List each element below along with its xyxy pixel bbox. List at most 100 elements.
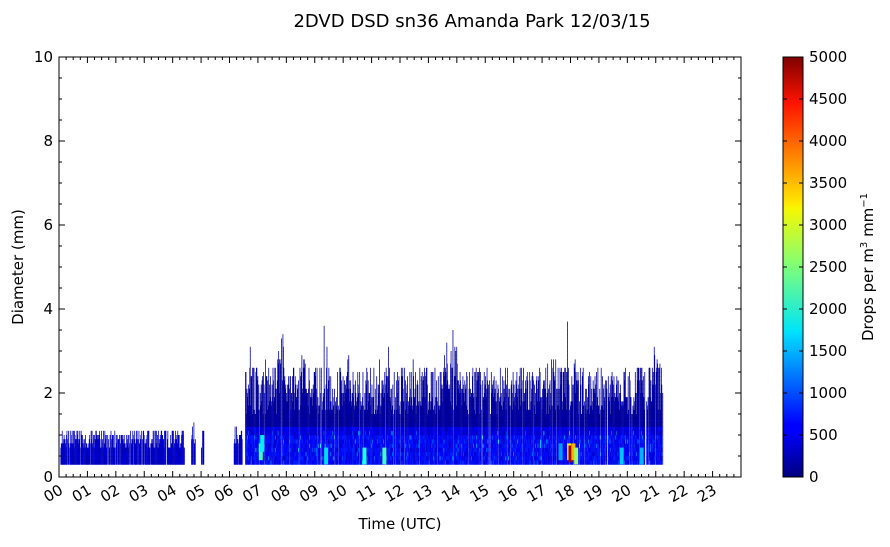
heatmap-cell <box>316 460 318 465</box>
heatmap-cell <box>237 447 239 453</box>
heatmap-cell <box>251 422 253 427</box>
heatmap-cell <box>245 376 246 381</box>
heatmap-cell <box>288 435 290 440</box>
heatmap-cell <box>272 414 274 419</box>
heatmap-cell <box>259 405 261 411</box>
heatmap-cell <box>87 456 89 461</box>
heatmap-cell <box>291 435 292 440</box>
heatmap-cell <box>264 426 265 432</box>
heatmap-cell <box>252 388 253 394</box>
heatmap-cell <box>258 418 260 423</box>
heatmap-cell <box>255 451 257 457</box>
heatmap-cell <box>101 451 102 457</box>
heatmap-cell <box>153 435 155 440</box>
heatmap-cell <box>70 456 72 461</box>
heatmap-cell <box>270 447 271 453</box>
heatmap-cell <box>66 435 67 440</box>
heatmap-cell <box>235 451 237 457</box>
heatmap-cell <box>98 460 100 465</box>
heatmap-cell <box>236 435 238 440</box>
heatmap-cell <box>271 418 273 423</box>
heatmap-cell <box>86 456 88 461</box>
heatmap-cell <box>157 460 159 465</box>
heatmap-cell <box>269 435 271 440</box>
heatmap-cell <box>131 456 133 461</box>
heatmap-cell <box>287 439 289 444</box>
heatmap-cell <box>297 405 298 411</box>
heatmap-cell <box>283 409 284 415</box>
heatmap-cell <box>158 443 160 448</box>
heatmap-cell <box>283 447 285 453</box>
heatmap-cell <box>292 380 294 385</box>
heatmap-cell <box>292 460 294 465</box>
heatmap-cell <box>263 414 264 419</box>
heatmap-cell <box>333 418 334 423</box>
heatmap-cell <box>193 451 195 457</box>
heatmap-cell <box>134 439 136 444</box>
heatmap-cell <box>97 439 99 444</box>
heatmap-cell <box>277 439 279 444</box>
heatmap-cell <box>267 443 269 448</box>
heatmap-cell <box>73 456 75 461</box>
heatmap-cell <box>109 460 110 465</box>
heatmap-cell <box>132 447 134 453</box>
heatmap-cell <box>177 456 179 461</box>
heatmap-cell <box>162 435 164 440</box>
heatmap-cell <box>253 426 254 432</box>
heatmap-cell <box>280 384 281 390</box>
heatmap-cell <box>301 384 303 390</box>
heatmap-cell <box>273 426 275 432</box>
heatmap-cell <box>167 447 169 453</box>
heatmap-cell <box>141 456 143 461</box>
heatmap-cell <box>65 456 66 461</box>
heatmap-cell <box>139 451 140 457</box>
heatmap-cell <box>272 418 273 423</box>
heatmap-cell <box>103 447 105 453</box>
heatmap-cell <box>255 456 257 461</box>
heatmap-cell <box>290 435 291 440</box>
heatmap-cell <box>285 418 287 423</box>
heatmap-cell <box>277 363 279 369</box>
heatmap-cell <box>291 435 293 440</box>
heatmap-cell <box>252 401 253 406</box>
heatmap-cell <box>156 443 158 448</box>
heatmap-cell <box>142 456 144 461</box>
heatmap-cell <box>277 430 279 436</box>
heatmap-cell <box>108 443 110 448</box>
heatmap-cell <box>280 367 281 373</box>
heatmap-cell <box>283 405 285 411</box>
heatmap-cell <box>286 443 288 448</box>
heatmap-cell <box>66 460 68 465</box>
heatmap-cell <box>250 447 252 453</box>
heatmap-cell <box>274 372 276 377</box>
heatmap-cell <box>249 380 251 385</box>
heatmap-cell <box>277 380 279 385</box>
heatmap-cell <box>130 439 131 444</box>
heatmap-cell <box>171 460 173 465</box>
heatmap-cell <box>182 451 184 457</box>
heatmap-cell <box>274 367 276 373</box>
heatmap-cell <box>155 443 157 448</box>
heatmap-cell <box>110 447 112 453</box>
heatmap-cell <box>94 460 95 465</box>
heatmap-cell <box>293 439 295 444</box>
heatmap-cell <box>73 456 74 461</box>
heatmap-cell <box>252 409 254 415</box>
heatmap-cell <box>116 460 118 465</box>
heatmap-cell <box>81 456 83 461</box>
heatmap-cell <box>119 435 120 440</box>
heatmap-cell <box>167 447 169 453</box>
heatmap-cell <box>192 439 193 444</box>
heatmap-cell <box>279 439 280 444</box>
heatmap-cell <box>297 397 298 402</box>
heatmap-cell <box>63 443 65 448</box>
heatmap-cell <box>118 447 119 453</box>
heatmap-cell <box>176 456 178 461</box>
heatmap-cell <box>91 460 93 465</box>
heatmap-cell <box>268 401 270 406</box>
heatmap-cell <box>253 401 255 406</box>
heatmap-cell <box>279 451 281 457</box>
heatmap-cell <box>322 393 324 398</box>
heatmap-cell <box>82 443 83 448</box>
heatmap-cell <box>288 376 289 381</box>
